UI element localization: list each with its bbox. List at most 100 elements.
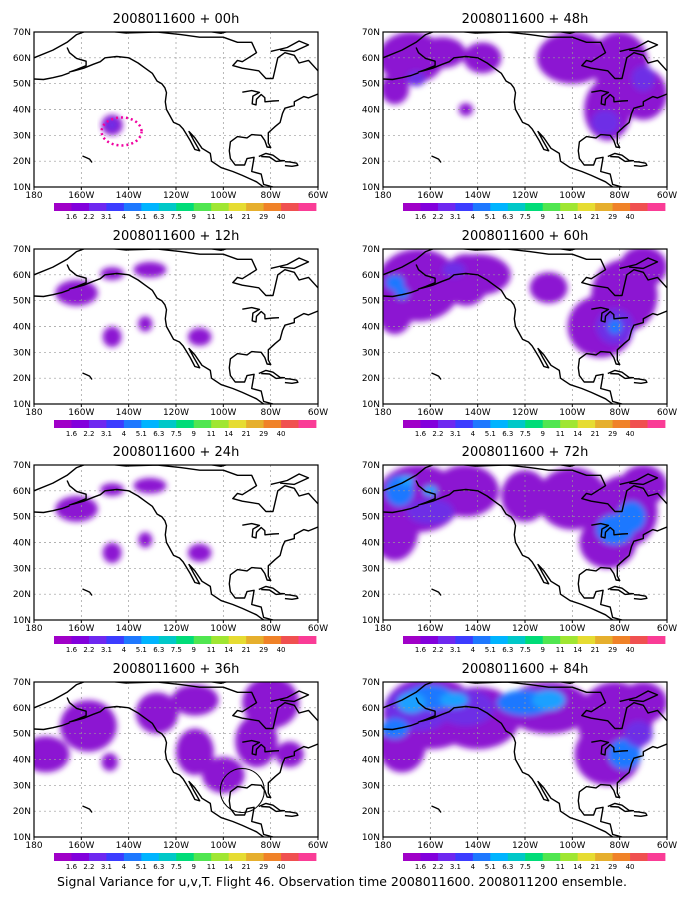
colorbar-swatch <box>577 853 596 861</box>
colorbar-label: 3.1 <box>450 430 461 438</box>
y-tick-label: 40N <box>13 539 31 549</box>
colorbar-label: 7.5 <box>171 430 182 438</box>
y-tick-label: 70N <box>362 678 380 688</box>
colorbar-swatch <box>158 420 177 428</box>
colorbar-swatch <box>595 203 613 211</box>
colorbar-label: 1.6 <box>415 430 427 438</box>
x-tick-label: 160W <box>417 624 443 634</box>
x-tick-label: 160W <box>417 408 443 418</box>
colorbar-swatch <box>193 203 212 211</box>
x-tick-label: 60W <box>657 408 677 418</box>
y-tick-label: 60N <box>362 704 380 714</box>
colorbar-label: 2.2 <box>432 213 443 221</box>
colorbar-label: 1.6 <box>66 430 78 438</box>
colorbar-swatch <box>595 420 613 428</box>
x-tick-label: 160W <box>68 408 94 418</box>
map-panel-4: 2008011600 + 60h 180 160W 140W 120W 100W 80W 60… <box>362 229 677 438</box>
colorbar-swatch <box>630 636 648 644</box>
y-tick-label: 40N <box>13 756 31 766</box>
colorbar-swatch <box>106 420 125 428</box>
colorbar-swatch <box>123 853 142 861</box>
colorbar-label: 40 <box>277 863 286 871</box>
colorbar-label: 21 <box>591 430 600 438</box>
x-tick-label: 60W <box>657 624 677 634</box>
colorbar-label: 1.6 <box>415 863 427 871</box>
colorbar-swatch <box>246 853 264 861</box>
y-tick-label: 50N <box>362 297 380 307</box>
y-tick-label: 40N <box>362 323 380 333</box>
colorbar-label: 6.3 <box>502 646 513 654</box>
y-tick-label: 40N <box>13 106 31 116</box>
colorbar-swatch <box>263 636 282 644</box>
map-panel-5: 2008011600 + 24h 180 160W 140W 120W 100W 80W 60… <box>13 445 328 654</box>
x-tick-label: 180 <box>374 408 391 418</box>
colorbar-swatch <box>403 636 421 644</box>
colorbar-swatch <box>123 636 142 644</box>
colorbar: 1.6 2.2 3.1 4 5.1 6.3 7.5 9 11 14 21 29 40 <box>403 420 666 438</box>
colorbar-swatch <box>228 636 247 644</box>
colorbar-swatch <box>595 636 613 644</box>
grid-lines <box>34 465 318 620</box>
colorbar-swatch <box>263 420 282 428</box>
colorbar-swatch <box>141 203 160 211</box>
colorbar-swatch <box>542 203 561 211</box>
x-tick-label: 140W <box>465 191 491 201</box>
colorbar-label: 1.6 <box>415 646 427 654</box>
colorbar-swatch <box>211 636 230 644</box>
y-tick-label: 30N <box>13 348 31 358</box>
colorbar-swatch <box>577 203 596 211</box>
y-tick-label: 60N <box>362 487 380 497</box>
y-tick-label: 60N <box>13 271 31 281</box>
colorbar-label: 29 <box>608 430 617 438</box>
y-tick-label: 60N <box>362 271 380 281</box>
colorbar-swatch <box>542 853 561 861</box>
colorbar-label: 11 <box>556 430 565 438</box>
colorbar-label: 3.1 <box>101 213 112 221</box>
y-tick-label: 10N <box>362 616 380 626</box>
colorbar-swatch <box>420 853 439 861</box>
colorbar-label: 29 <box>608 863 617 871</box>
colorbar-swatch <box>403 203 421 211</box>
x-tick-label: 80W <box>260 841 280 851</box>
colorbar-label: 29 <box>259 430 268 438</box>
colorbar-swatch <box>211 420 230 428</box>
colorbar-swatch <box>281 636 299 644</box>
x-tick-label: 100W <box>210 408 236 418</box>
colorbar-swatch <box>281 203 299 211</box>
colorbar-label: 1.6 <box>66 646 78 654</box>
x-tick-label: 120W <box>163 624 189 634</box>
colorbar-label: 2.2 <box>83 213 94 221</box>
x-tick-label: 180 <box>374 841 391 851</box>
x-tick-label: 180 <box>25 408 42 418</box>
colorbar-label: 9 <box>540 863 544 871</box>
map-panel-7: 2008011600 + 36h 180 160W 140W 120W 100W 80W 60… <box>13 662 328 871</box>
x-tick-label: 100W <box>210 841 236 851</box>
colorbar-label: 5.1 <box>485 863 496 871</box>
x-tick-label: 160W <box>417 191 443 201</box>
y-tick-label: 10N <box>362 183 380 193</box>
colorbar-swatch <box>507 636 526 644</box>
colorbar-label: 6.3 <box>502 430 513 438</box>
colorbar-label: 11 <box>207 863 216 871</box>
x-tick-label: 100W <box>559 191 585 201</box>
colorbar-swatch <box>176 203 195 211</box>
colorbar-swatch <box>490 636 509 644</box>
x-tick-label: 100W <box>559 624 585 634</box>
colorbar-label: 9 <box>191 213 195 221</box>
x-tick-label: 80W <box>260 191 280 201</box>
colorbar-swatch <box>106 636 125 644</box>
colorbar-swatch <box>612 203 631 211</box>
colorbar-swatch <box>455 636 474 644</box>
colorbar-swatch <box>507 420 526 428</box>
observation-track <box>100 116 143 147</box>
colorbar-swatch <box>630 203 648 211</box>
y-tick-label: 10N <box>13 400 31 410</box>
y-tick-label: 30N <box>362 781 380 791</box>
colorbar-swatch <box>211 203 230 211</box>
colorbar-label: 6.3 <box>502 863 513 871</box>
colorbar-label: 14 <box>573 646 582 654</box>
colorbar-swatch <box>71 636 90 644</box>
x-tick-label: 60W <box>308 408 328 418</box>
x-tick-label: 100W <box>559 841 585 851</box>
colorbar-swatch <box>88 203 107 211</box>
